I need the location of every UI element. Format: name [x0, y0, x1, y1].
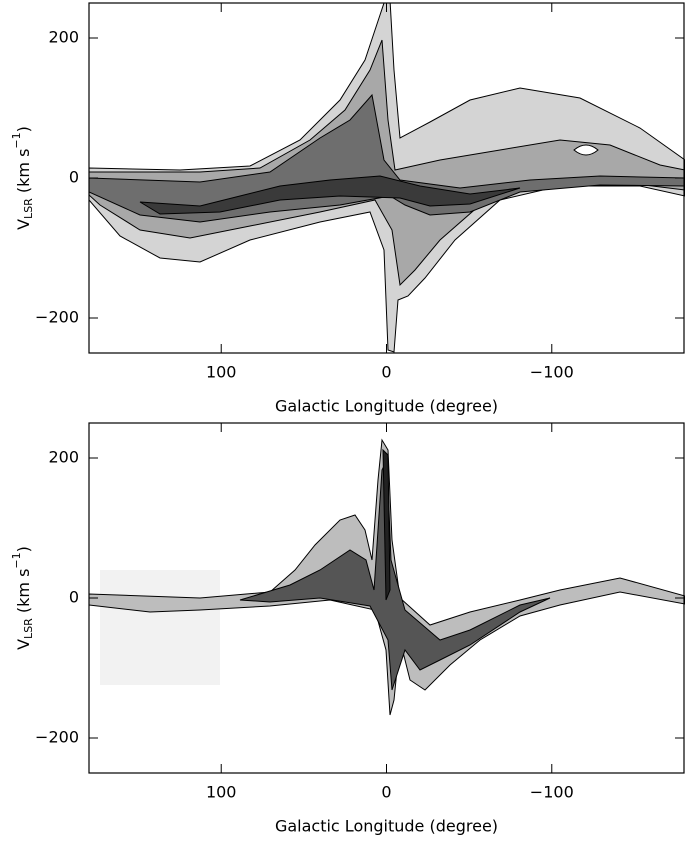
- x-tick-label: 100: [206, 363, 237, 382]
- x-axis-label: Galactic Longitude (degree): [275, 397, 498, 416]
- x-axis-label: Galactic Longitude (degree): [275, 817, 498, 836]
- y-axis-label-part: −1: [10, 132, 23, 148]
- y-axis-label-part: (km s: [14, 149, 33, 199]
- y-axis-label: VLSR (km s−1): [10, 546, 35, 650]
- y-axis-label-part: V: [14, 639, 33, 650]
- y-axis-label-part: LSR: [22, 618, 35, 639]
- y-axis-label-part: (km s: [14, 569, 33, 619]
- y-axis-label-part: ): [14, 546, 33, 552]
- y-tick-label: 0: [69, 168, 79, 187]
- y-tick-label: −200: [35, 728, 79, 747]
- x-tick-label: 0: [381, 363, 391, 382]
- x-tick-label: −100: [530, 783, 574, 802]
- y-tick-label: 200: [48, 448, 79, 467]
- x-tick-label: 100: [206, 783, 237, 802]
- hi-image: [89, 3, 685, 353]
- y-axis-label: VLSR (km s−1): [10, 126, 35, 230]
- co-image: [89, 438, 685, 716]
- y-axis-label-part: −1: [10, 552, 23, 568]
- y-axis-label-part: V: [14, 219, 33, 230]
- x-tick-label: −100: [530, 363, 574, 382]
- y-tick-label: 200: [48, 28, 79, 47]
- y-tick-label: −200: [35, 308, 79, 327]
- y-tick-label: 0: [69, 588, 79, 607]
- y-axis-label-part: ): [14, 126, 33, 132]
- x-tick-label: 0: [381, 783, 391, 802]
- y-axis-label-part: LSR: [22, 198, 35, 219]
